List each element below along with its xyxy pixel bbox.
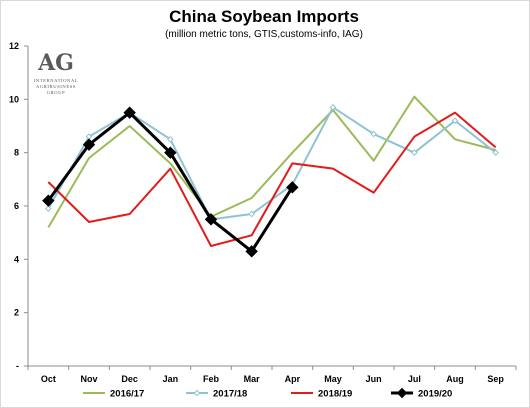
x-tick-label: Nov (80, 374, 97, 384)
x-tick-label: May (324, 374, 342, 384)
x-tick-label: Apr (285, 374, 301, 384)
data-point-2019-20 (82, 138, 96, 151)
legend-item-2019-20: 2019/20 (391, 387, 452, 400)
x-tick-label: Mar (244, 374, 261, 384)
data-point-2019-20 (42, 194, 55, 207)
series-2018-19 (47, 111, 497, 247)
legend-item-2018-19: 2018/19 (291, 389, 352, 400)
series-2017-18 (45, 104, 499, 223)
plot-area: - 2 4 6 8 10 12 Oct Nov Dec Jan Feb Mar Apr May Jun Jul A… (9, 41, 517, 384)
legend-label: 2019/20 (418, 389, 452, 400)
data-point-2017-18 (370, 130, 377, 138)
y-tick-label: 8 (14, 148, 19, 158)
data-point-2017-18 (411, 149, 418, 156)
y-tick-label: 12 (9, 41, 19, 51)
logo-background (31, 43, 81, 97)
series-2019-20 (42, 106, 299, 258)
logo-line-1: INTERNATIONAL (34, 78, 79, 83)
legend: 2016/17 2017/18 2018/19 2019/20 (83, 387, 452, 400)
series-2016-17 (47, 95, 496, 228)
chart-subtitle: (million metric tons, GTIS,customs-info,… (165, 29, 363, 40)
y-tick-label: 6 (14, 201, 19, 211)
x-tick-label: Jul (408, 374, 421, 384)
iag-logo: AG INTERNATIONAL AGRIBUSINESS GROUP (31, 43, 81, 97)
legend-swatch-marker (193, 389, 201, 397)
x-tick-label: Jun (366, 374, 382, 384)
data-point-2017-18 (329, 104, 337, 111)
y-tick-label: - (16, 361, 19, 371)
data-point-2017-18 (492, 149, 499, 156)
y-tick-label: 4 (14, 254, 19, 264)
data-point-2019-20 (286, 181, 299, 194)
series-line-2016-17 (47, 95, 496, 228)
series-line-2019-20 (47, 111, 294, 253)
logo-line-3: GROUP (47, 90, 66, 95)
data-point-2017-18 (167, 136, 174, 143)
data-point-2017-18 (451, 117, 459, 124)
legend-item-2017-18: 2017/18 (186, 389, 247, 400)
x-tick-label: Dec (121, 374, 138, 384)
logo-monogram: AG (37, 50, 74, 76)
x-tick-label: Aug (446, 374, 464, 384)
x-tick-label: Jan (163, 374, 179, 384)
data-point-2019-20 (164, 146, 177, 159)
x-tick-label: Oct (41, 374, 56, 384)
series-line-2018-19 (47, 111, 497, 247)
data-point-2017-18 (248, 210, 255, 218)
y-tick-label: 10 (9, 94, 19, 104)
data-point-2017-18 (45, 205, 52, 212)
legend-item-2016-17: 2016/17 (83, 389, 144, 400)
data-point-2019-20 (204, 213, 218, 226)
data-point-2019-20 (123, 106, 136, 119)
x-tick-label: Sep (487, 374, 504, 384)
legend-label: 2017/18 (213, 389, 247, 400)
legend-label: 2016/17 (110, 389, 144, 400)
chart-title: China Soybean Imports (169, 7, 359, 26)
logo-line-2: AGRIBUSINESS (36, 84, 76, 89)
y-tick-label: 2 (14, 308, 19, 318)
legend-swatch-marker (396, 387, 408, 399)
legend-label: 2018/19 (318, 389, 352, 400)
data-point-2019-20 (245, 245, 258, 258)
x-tick-label: Feb (203, 374, 220, 384)
